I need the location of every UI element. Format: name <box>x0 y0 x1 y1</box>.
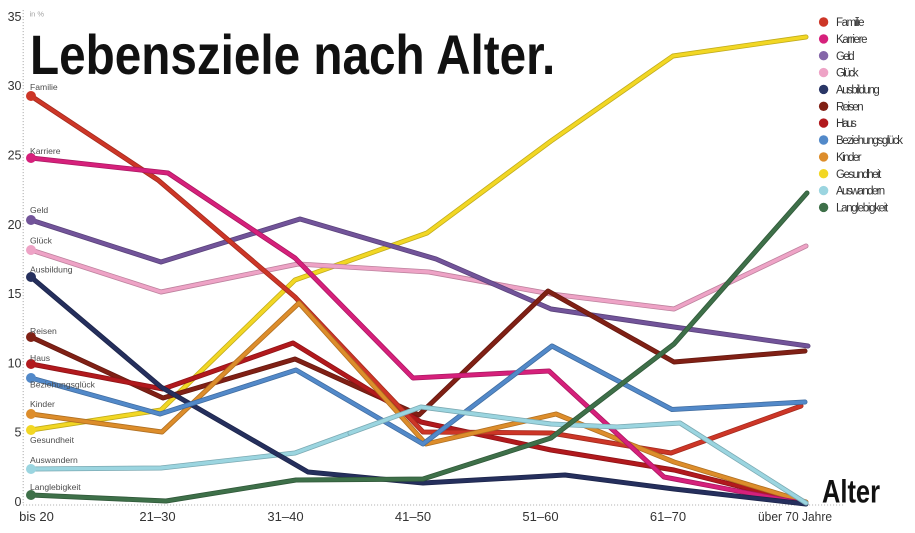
svg-text:Glück: Glück <box>836 68 859 80</box>
svg-text:Reisen: Reisen <box>30 326 57 336</box>
svg-text:Ausbildung: Ausbildung <box>836 85 880 97</box>
svg-text:35: 35 <box>8 10 22 24</box>
svg-text:Beziehungsglück: Beziehungsglück <box>836 135 903 147</box>
svg-text:Haus: Haus <box>836 118 857 130</box>
svg-text:Alter: Alter <box>822 474 880 510</box>
svg-text:0: 0 <box>15 495 22 509</box>
svg-text:bis 20: bis 20 <box>19 509 54 524</box>
svg-text:über 70 Jahre: über 70 Jahre <box>758 509 832 524</box>
svg-text:Reisen: Reisen <box>836 101 864 113</box>
svg-text:61–70: 61–70 <box>650 509 686 524</box>
svg-text:Gesundheit: Gesundheit <box>836 169 882 181</box>
svg-text:Langlebigkeit: Langlebigkeit <box>836 203 889 215</box>
svg-text:Gesundheit: Gesundheit <box>30 435 75 445</box>
svg-text:30: 30 <box>8 79 22 93</box>
svg-text:31–40: 31–40 <box>267 509 303 524</box>
svg-text:Karriere: Karriere <box>30 146 61 156</box>
svg-text:Kinder: Kinder <box>30 399 55 409</box>
svg-text:Beziehungsglück: Beziehungsglück <box>30 380 96 390</box>
svg-text:25: 25 <box>8 149 22 163</box>
svg-text:Langlebigkeit: Langlebigkeit <box>30 482 81 492</box>
svg-text:20: 20 <box>8 218 22 232</box>
svg-text:15: 15 <box>8 287 22 301</box>
svg-text:Geld: Geld <box>836 51 855 63</box>
svg-text:10: 10 <box>8 356 22 370</box>
svg-text:51–60: 51–60 <box>522 509 558 524</box>
svg-text:in %: in % <box>30 10 45 19</box>
svg-text:Familie: Familie <box>30 82 58 92</box>
svg-text:Ausbildung: Ausbildung <box>30 265 73 275</box>
svg-text:Kinder: Kinder <box>836 152 862 164</box>
svg-text:Glück: Glück <box>30 236 53 246</box>
svg-text:41–50: 41–50 <box>395 509 431 524</box>
svg-text:Karriere: Karriere <box>836 34 868 46</box>
svg-text:Auswandern: Auswandern <box>836 186 885 198</box>
svg-text:5: 5 <box>15 426 22 440</box>
svg-text:Geld: Geld <box>30 205 48 215</box>
svg-text:Haus: Haus <box>30 353 50 363</box>
svg-text:Auswandern: Auswandern <box>30 455 78 465</box>
svg-text:21–30: 21–30 <box>139 509 175 524</box>
svg-text:Familie: Familie <box>836 17 865 29</box>
